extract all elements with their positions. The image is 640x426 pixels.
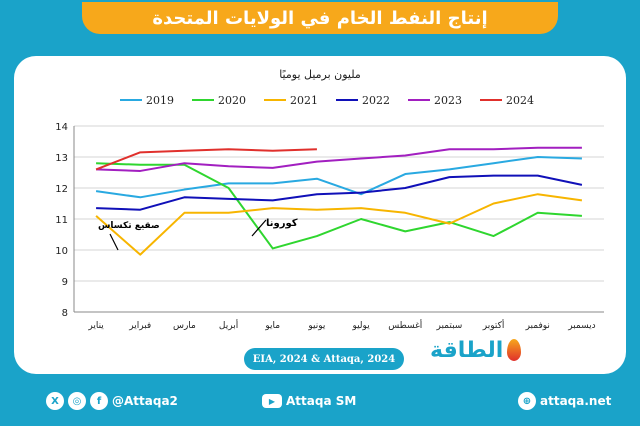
website-link[interactable]: attaqa.net — [540, 394, 612, 408]
legend-label-2022: 2022 — [362, 94, 390, 107]
x-tick-label-10: نوفمبر — [525, 321, 550, 331]
x-tick-label-9: أكتوبر — [482, 319, 505, 331]
source-badge: EIA, 2024 & Attaqa, 2024 — [244, 348, 404, 370]
series-line-2023 — [96, 146, 582, 172]
x-tick-label-0: يناير — [87, 321, 104, 331]
x-tick-label-11: ديسمبر — [567, 321, 595, 331]
y-tick-label-9: 9 — [62, 277, 68, 288]
globe-icon[interactable]: ⊕ — [518, 392, 536, 410]
x-tick-label-4: مايو — [264, 321, 280, 331]
chart-card: مليون برميل يوميًا 2019 2020 2021 2022 2023 20… — [14, 56, 626, 374]
legend-label-2020: 2020 — [218, 94, 246, 107]
y-tick-label-13: 13 — [55, 153, 68, 164]
attaqa-logo: الطاقة — [430, 330, 530, 370]
series-line-2019 — [95, 156, 582, 199]
annotation-arrow-corona — [251, 219, 267, 237]
annotation-corona: كورونا — [266, 218, 298, 229]
instagram-icon[interactable]: ◎ — [68, 392, 86, 410]
series-line-2021 — [95, 193, 583, 256]
website-group: ⊕ attaqa.net — [518, 392, 611, 410]
annotation-texas-freeze: صقيع تكساس — [98, 221, 160, 231]
x-tick-label-8: سبتمبر — [435, 321, 462, 331]
social-group: X ◎ f @Attaqa2 — [46, 392, 178, 410]
legend-label-2019: 2019 — [146, 94, 174, 107]
legend-label-2024: 2024 — [506, 94, 534, 107]
y-tick-label-14: 14 — [55, 122, 68, 133]
x-tick-label-3: أبريل — [219, 319, 238, 331]
x-tick-label-7: أغسطس — [388, 319, 422, 331]
x-icon[interactable]: X — [46, 392, 64, 410]
title-banner: إنتاج النفط الخام في الولايات المتحدة — [82, 2, 558, 34]
x-tick-label-2: مارس — [173, 321, 196, 331]
youtube-handle[interactable]: Attaqa SM — [286, 394, 357, 408]
series-line-2022 — [96, 174, 583, 211]
youtube-group: ▶ Attaqa SM — [262, 394, 356, 408]
source-text: EIA, 2024 & Attaqa, 2024 — [252, 353, 396, 365]
facebook-icon[interactable]: f — [90, 392, 108, 410]
annotation-arrow-texas — [109, 233, 119, 251]
x-tick-label-1: فبراير — [128, 321, 151, 331]
y-tick-label-8: 8 — [62, 308, 68, 319]
footer: X ◎ f @Attaqa2 ▶ Attaqa SM ⊕ attaqa.net — [0, 384, 640, 418]
y-tick-label-10: 10 — [55, 246, 68, 257]
line-chart: مليون برميل يوميًا 2019 2020 2021 2022 2023 20… — [55, 68, 604, 331]
x-tick-label-5: يونيو — [307, 321, 326, 331]
logo-word: الطاقة — [430, 337, 504, 363]
youtube-icon[interactable]: ▶ — [262, 394, 282, 408]
y-tick-label-12: 12 — [55, 184, 68, 195]
series-line-2024 — [95, 148, 317, 171]
social-handle[interactable]: @Attaqa2 — [112, 394, 178, 408]
y-tick-label-11: 11 — [55, 215, 68, 226]
page-title: إنتاج النفط الخام في الولايات المتحدة — [152, 7, 488, 29]
legend-label-2021: 2021 — [290, 94, 318, 107]
x-tick-label-6: يوليو — [351, 321, 370, 331]
drop-icon — [507, 339, 522, 361]
y-axis-label: مليون برميل يوميًا — [279, 68, 361, 81]
legend-label-2023: 2023 — [434, 94, 462, 107]
